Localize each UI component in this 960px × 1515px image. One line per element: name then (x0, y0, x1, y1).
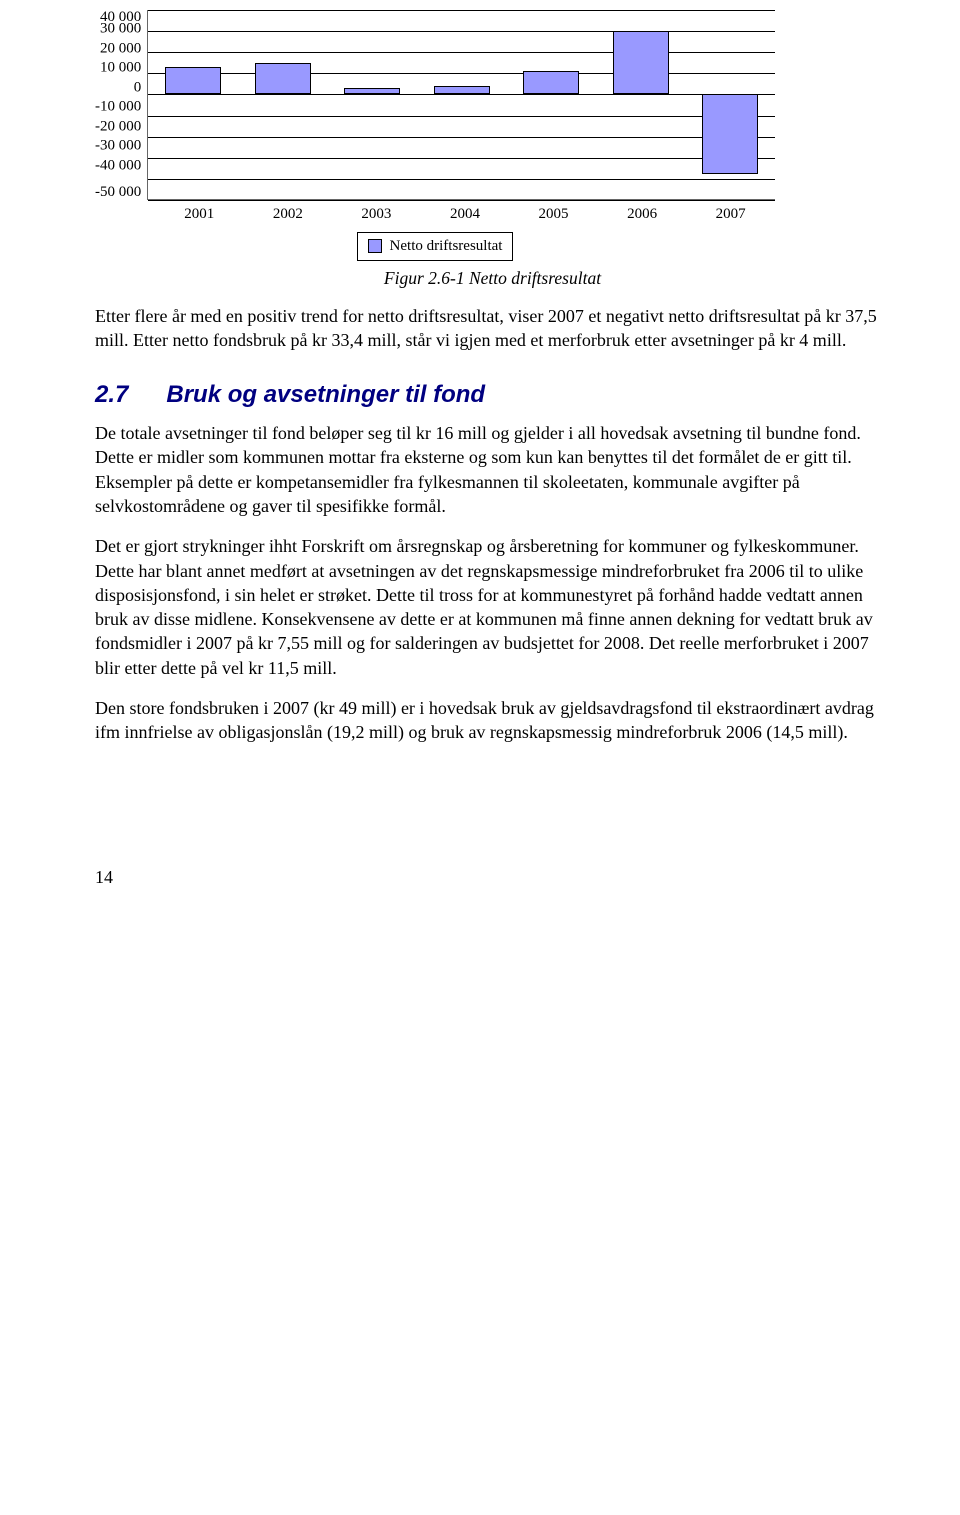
x-tick: 2002 (273, 204, 303, 224)
y-tick: -20 000 (95, 119, 141, 134)
x-tick: 2005 (539, 204, 569, 224)
legend-swatch (368, 239, 382, 253)
y-tick: 20 000 (100, 41, 141, 56)
section-number: 2.7 (95, 381, 128, 408)
bar (165, 67, 221, 94)
y-tick: -50 000 (95, 185, 141, 200)
y-tick: -10 000 (95, 100, 141, 115)
paragraph-2: De totale avsetninger til fond beløper s… (95, 421, 890, 518)
legend-label: Netto driftsresultat (390, 236, 503, 256)
y-tick: 30 000 (100, 22, 141, 37)
section-heading: 2.7 Bruk og avsetninger til fond (95, 379, 890, 411)
bar (255, 63, 311, 95)
paragraph-intro: Etter flere år med en positiv trend for … (95, 304, 890, 353)
x-tick: 2007 (716, 204, 746, 224)
plot-area (147, 10, 775, 200)
y-axis: 40 00030 00020 00010 0000-10 000-20 000-… (95, 10, 147, 200)
page-number: 14 (95, 865, 890, 889)
x-tick: 2003 (361, 204, 391, 224)
y-tick: 0 (134, 80, 142, 95)
x-tick: 2006 (627, 204, 657, 224)
netto-driftsresultat-chart: 40 00030 00020 00010 0000-10 000-20 000-… (95, 10, 775, 261)
paragraph-3: Det er gjort strykninger ihht Forskrift … (95, 534, 890, 680)
bar (613, 31, 669, 94)
chart-legend: Netto driftsresultat (95, 232, 775, 260)
bar (523, 71, 579, 94)
x-tick: 2004 (450, 204, 480, 224)
bar (344, 88, 400, 94)
figure-caption: Figur 2.6-1 Netto driftsresultat (95, 267, 890, 291)
y-tick: 10 000 (100, 61, 141, 76)
bar (434, 86, 490, 94)
y-tick: -40 000 (95, 158, 141, 173)
paragraph-4: Den store fondsbruken i 2007 (kr 49 mill… (95, 696, 890, 745)
y-tick: -30 000 (95, 139, 141, 154)
bar (702, 94, 758, 173)
section-title: Bruk og avsetninger til fond (166, 381, 485, 408)
x-axis: 2001 2002 2003 2004 2005 2006 2007 (155, 200, 775, 224)
x-tick: 2001 (184, 204, 214, 224)
